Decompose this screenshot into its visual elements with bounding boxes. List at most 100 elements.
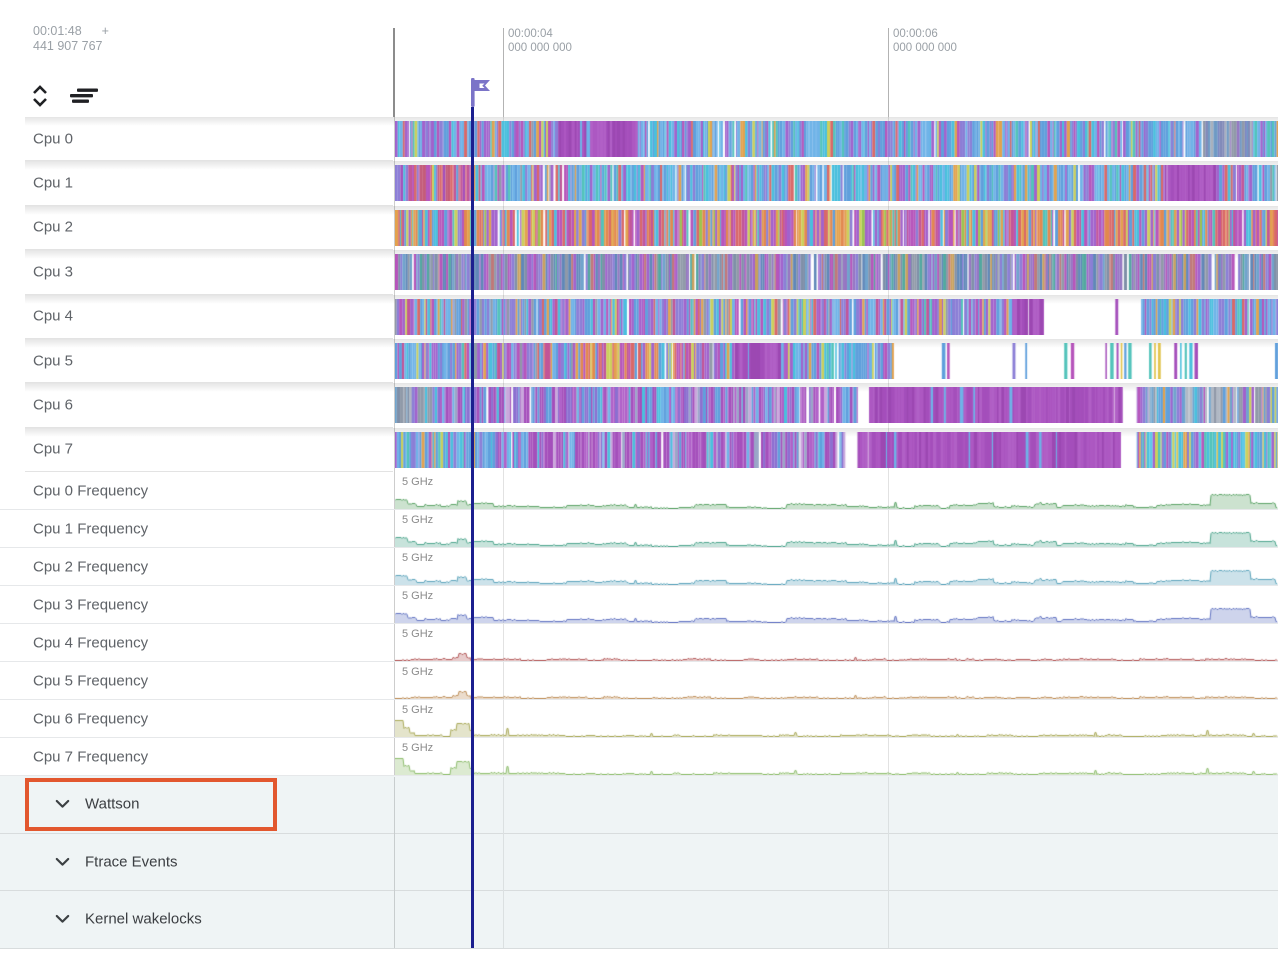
expand-collapse-tracks-button[interactable] xyxy=(28,80,52,112)
track-label: Cpu 4 xyxy=(33,307,74,325)
freq-scale-label: 5 GHz xyxy=(402,476,434,489)
group-row-ftrace-events[interactable]: Ftrace Events xyxy=(0,833,1278,892)
track-shell[interactable]: Cpu 1 Frequency xyxy=(25,510,393,547)
track-shell[interactable]: Cpu 0 Frequency xyxy=(25,472,393,509)
cpu-5-frequency-counter-canvas[interactable] xyxy=(395,662,1278,700)
track-shell[interactable]: Cpu 5 xyxy=(25,339,393,384)
selection-marker-line xyxy=(471,107,474,948)
track-area-boundary-line xyxy=(394,777,395,948)
track-shell[interactable]: Cpu 6 Frequency xyxy=(25,700,393,737)
track-row-cpu-6[interactable]: Cpu 6 xyxy=(0,383,1278,428)
track-label: Cpu 2 xyxy=(33,218,74,236)
track-shell[interactable]: Cpu 3 xyxy=(25,250,393,295)
track-shell[interactable]: Cpu 5 Frequency xyxy=(25,662,393,699)
track-label: Cpu 3 xyxy=(33,263,74,281)
track-label: Cpu 6 Frequency xyxy=(33,710,149,728)
cpu-2-slices-canvas[interactable] xyxy=(395,209,1278,246)
cpu-0-slices-canvas[interactable] xyxy=(395,121,1278,157)
track-shell[interactable]: Cpu 3 Frequency xyxy=(25,586,393,623)
freq-scale-label: 5 GHz xyxy=(402,514,434,527)
cpu-7-slices-canvas[interactable] xyxy=(395,431,1278,468)
freq-scale-label: 5 GHz xyxy=(402,628,434,641)
cpu-0-frequency-counter-canvas[interactable] xyxy=(395,472,1278,510)
track-row-cpu-7[interactable]: Cpu 7 xyxy=(0,427,1278,473)
cpu-2-frequency-counter-canvas[interactable] xyxy=(395,548,1278,586)
track-label: Cpu 4 Frequency xyxy=(33,634,149,652)
chevron-down-icon xyxy=(55,914,70,924)
freq-scale-label: 5 GHz xyxy=(402,666,434,679)
track-row-cpu-3[interactable]: Cpu 3 xyxy=(0,250,1278,295)
cpu-4-slices-canvas[interactable] xyxy=(395,298,1278,335)
ruler-tick-line xyxy=(503,28,504,117)
track-row-cpu-3-frequency[interactable]: Cpu 3 Frequency 5 GHz xyxy=(0,586,1278,625)
track-shell[interactable]: Cpu 2 Frequency xyxy=(25,548,393,585)
cpu-6-frequency-counter-canvas[interactable] xyxy=(395,700,1278,738)
trace-time-display: 00:01:48 + 441 907 767 xyxy=(33,24,109,54)
ruler-tick-label: 00:00:04 000 000 000 xyxy=(508,28,572,54)
cpu-7-frequency-counter-canvas[interactable] xyxy=(395,738,1278,776)
track-row-cpu-6-frequency[interactable]: Cpu 6 Frequency 5 GHz xyxy=(0,700,1278,739)
chevron-down-icon xyxy=(55,857,70,867)
group-label: Wattson xyxy=(85,795,140,813)
track-row-cpu-1-frequency[interactable]: Cpu 1 Frequency 5 GHz xyxy=(0,510,1278,549)
track-row-cpu-2-frequency[interactable]: Cpu 2 Frequency 5 GHz xyxy=(0,548,1278,587)
track-row-cpu-0-frequency[interactable]: Cpu 0 Frequency 5 GHz xyxy=(0,472,1278,511)
track-label: Cpu 5 Frequency xyxy=(33,672,149,690)
track-list: Cpu 0 Cpu 1 Cpu 2 Cpu 3 Cpu 4 Cpu 5 Cpu 6 Cpu 7… xyxy=(0,117,1278,949)
track-label: Cpu 3 Frequency xyxy=(33,596,149,614)
track-shell[interactable]: Cpu 4 Frequency xyxy=(25,624,393,661)
cpu-1-slices-canvas[interactable] xyxy=(395,165,1278,202)
sort-lines-icon xyxy=(67,88,99,108)
freq-scale-label: 5 GHz xyxy=(402,704,434,717)
group-row-kernel-wakelocks[interactable]: Kernel wakelocks xyxy=(0,891,1278,949)
track-filter-button[interactable] xyxy=(65,86,101,107)
track-label: Cpu 7 xyxy=(33,440,74,458)
track-row-cpu-7-frequency[interactable]: Cpu 7 Frequency 5 GHz xyxy=(0,738,1278,777)
track-label: Cpu 0 Frequency xyxy=(33,482,149,500)
track-label: Cpu 7 Frequency xyxy=(33,748,149,766)
track-shell[interactable]: Cpu 1 xyxy=(25,161,393,206)
track-row-cpu-4-frequency[interactable]: Cpu 4 Frequency 5 GHz xyxy=(0,624,1278,663)
trace-time-offset-ns: 441 907 767 xyxy=(33,39,103,53)
cpu-5-slices-canvas[interactable] xyxy=(395,342,1278,379)
track-label: Cpu 1 Frequency xyxy=(33,520,149,538)
ruler-gridline xyxy=(888,777,889,948)
track-shell[interactable]: Cpu 0 xyxy=(25,117,393,162)
track-row-cpu-0[interactable]: Cpu 0 xyxy=(0,117,1278,162)
track-shell[interactable]: Cpu 2 xyxy=(25,206,393,251)
track-row-cpu-1[interactable]: Cpu 1 xyxy=(0,161,1278,206)
cpu-3-frequency-counter-canvas[interactable] xyxy=(395,586,1278,624)
freq-scale-label: 5 GHz xyxy=(402,590,434,603)
ruler-gridline xyxy=(503,777,504,948)
track-label: Cpu 1 xyxy=(33,174,74,192)
track-row-cpu-4[interactable]: Cpu 4 xyxy=(0,294,1278,339)
cpu-4-frequency-counter-canvas[interactable] xyxy=(395,624,1278,662)
track-row-cpu-2[interactable]: Cpu 2 xyxy=(0,205,1278,251)
cpu-1-frequency-counter-canvas[interactable] xyxy=(395,510,1278,548)
track-row-cpu-5-frequency[interactable]: Cpu 5 Frequency 5 GHz xyxy=(0,662,1278,701)
track-label: Cpu 2 Frequency xyxy=(33,558,149,576)
unfold-more-icon xyxy=(30,85,50,113)
track-row-cpu-5[interactable]: Cpu 5 xyxy=(0,338,1278,384)
cpu-6-slices-canvas[interactable] xyxy=(395,387,1278,424)
group-row-wattson[interactable]: Wattson xyxy=(0,776,1278,834)
track-shell[interactable]: Cpu 6 xyxy=(25,383,393,428)
track-area-boundary-line xyxy=(393,28,395,117)
group-label: Ftrace Events xyxy=(85,853,178,871)
freq-scale-label: 5 GHz xyxy=(402,742,434,755)
track-label: Cpu 6 xyxy=(33,396,74,414)
track-label: Cpu 0 xyxy=(33,130,74,148)
group-label: Kernel wakelocks xyxy=(85,910,202,928)
track-shell[interactable]: Cpu 7 Frequency xyxy=(25,738,393,775)
timeline-toolbar xyxy=(28,80,101,112)
cpu-3-slices-canvas[interactable] xyxy=(395,254,1278,291)
track-shell[interactable]: Cpu 4 xyxy=(25,295,393,339)
ruler-tick-label: 00:00:06 000 000 000 xyxy=(893,28,957,54)
trace-time-hms: 00:01:48 xyxy=(33,24,82,38)
freq-scale-label: 5 GHz xyxy=(402,552,434,565)
chevron-down-icon xyxy=(55,799,70,809)
flag-marker-button[interactable] xyxy=(466,76,496,108)
track-label: Cpu 5 xyxy=(33,352,74,370)
flag-icon xyxy=(466,78,496,111)
track-shell[interactable]: Cpu 7 xyxy=(25,428,393,473)
